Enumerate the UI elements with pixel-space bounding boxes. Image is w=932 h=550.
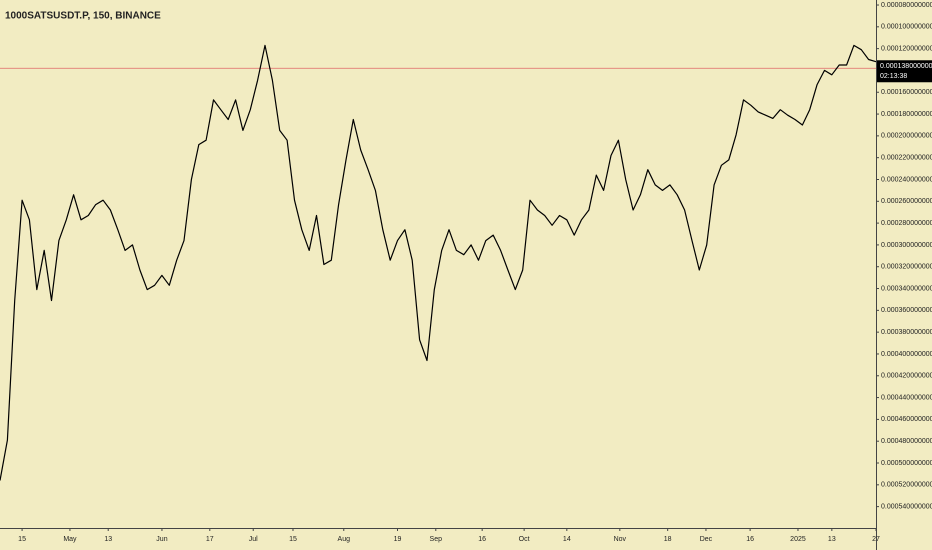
x-tick-label: Jun — [156, 536, 167, 543]
countdown-label: 02:13:38 — [880, 73, 907, 80]
y-tick-label: 0.000260000000000 — [881, 198, 932, 205]
x-tick-label: 16 — [478, 536, 486, 543]
price-line — [0, 44, 877, 481]
y-tick-label: 0.000120000000000 — [881, 45, 932, 52]
x-tick-label: 13 — [104, 536, 112, 543]
y-tick-label: 0.000420000000000 — [881, 373, 932, 380]
y-tick-label: 0.000320000000000 — [881, 264, 932, 271]
y-tick-label: 0.000180000000000 — [881, 111, 932, 118]
x-tick-label: May — [63, 536, 77, 543]
y-tick-label: 0.000340000000000 — [881, 285, 932, 292]
x-tick-label: 16 — [746, 536, 754, 543]
y-tick-label: 0.000280000000000 — [881, 220, 932, 227]
y-tick-label: 0.000220000000000 — [881, 155, 932, 162]
x-tick-label: Nov — [614, 536, 627, 543]
y-tick-label: 0.000360000000000 — [881, 307, 932, 314]
price-box-label: 0.000138000000000 — [880, 63, 932, 70]
y-tick-label: 0.000460000000000 — [881, 416, 932, 423]
y-tick-label: 0.000480000000000 — [881, 438, 932, 445]
x-tick-label: Sep — [430, 536, 443, 543]
x-tick-label: 27 — [872, 536, 880, 543]
x-tick-label: Oct — [519, 536, 530, 543]
x-tick-label: 15 — [289, 536, 297, 543]
y-tick-label: 0.000500000000000 — [881, 460, 932, 467]
x-tick-label: 17 — [206, 536, 214, 543]
x-tick-label: Dec — [700, 536, 713, 543]
chart-title: 1000SATSUSDT.P, 150, BINANCE — [5, 11, 161, 22]
y-tick-label: 0.000400000000000 — [881, 351, 932, 358]
y-tick-label: 0.000160000000000 — [881, 89, 932, 96]
x-tick-label: 19 — [394, 536, 402, 543]
y-tick-label: 0.000300000000000 — [881, 242, 932, 249]
x-tick-label: 15 — [18, 536, 26, 543]
x-tick-label: 13 — [828, 536, 836, 543]
price-box — [877, 60, 932, 83]
y-tick-label: 0.000540000000000 — [881, 503, 932, 510]
y-tick-label: 0.000520000000000 — [881, 482, 932, 489]
x-tick-label: 2025 — [790, 536, 806, 543]
x-tick-label: Jul — [249, 536, 258, 543]
y-tick-label: 0.000100000000000 — [881, 24, 932, 31]
y-tick-label: 0.000380000000000 — [881, 329, 932, 336]
y-tick-label: 0.000200000000000 — [881, 133, 932, 140]
y-tick-label: 0.000240000000000 — [881, 176, 932, 183]
x-tick-label: 18 — [664, 536, 672, 543]
y-tick-label: 0.000080000000000 — [881, 2, 932, 9]
x-tick-label: Aug — [338, 536, 351, 543]
y-tick-label: 0.000440000000000 — [881, 394, 932, 401]
x-tick-label: 14 — [563, 536, 571, 543]
